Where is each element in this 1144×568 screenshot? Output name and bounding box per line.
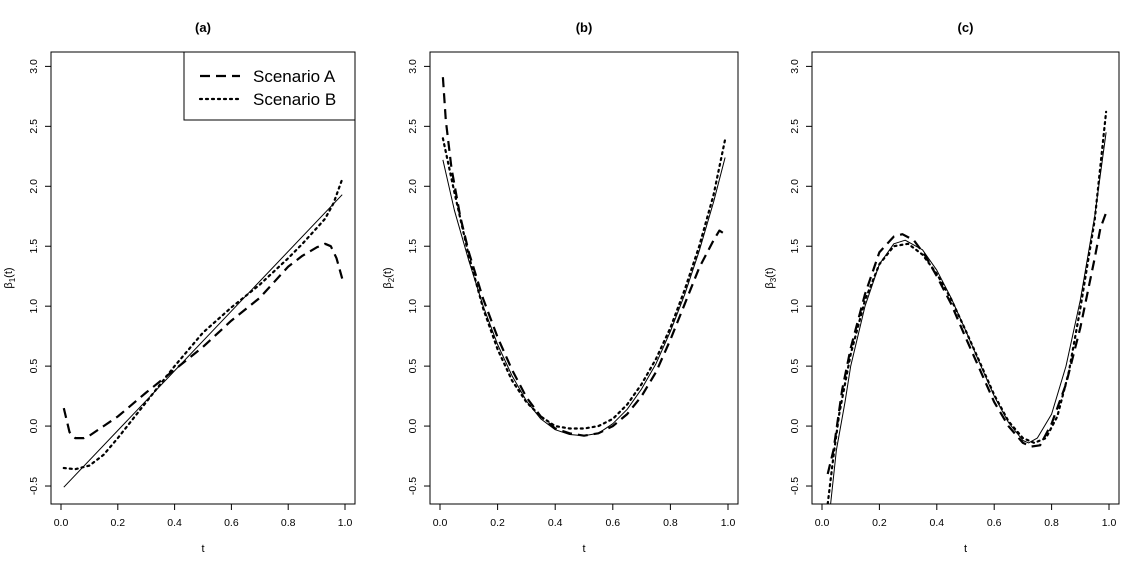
y-axis-label-subscript-b: 2	[387, 277, 396, 282]
chart-title-c: (c)	[958, 20, 974, 35]
y-axis-label-symbol-a: β	[3, 282, 15, 288]
x-tick-label-a-4: 0.8	[281, 517, 296, 529]
x-tick-label-b-5: 1.0	[721, 517, 736, 529]
legend-label-scenario-a: Scenario A	[253, 67, 336, 86]
x-tick-label-c-5: 1.0	[1102, 517, 1117, 529]
series-line-c-scenario-b	[826, 110, 1108, 504]
y-axis-label-tail-a: (t)	[3, 267, 15, 277]
y-tick-label-a-7: 3.0	[28, 59, 40, 74]
y-tick-label-a-4: 1.5	[28, 239, 40, 254]
y-axis-label-subscript-a: 1	[8, 277, 17, 282]
y-tick-label-b-4: 1.5	[407, 239, 419, 254]
plot-frame-c	[811, 51, 1120, 505]
y-tick-label-b-7: 3.0	[407, 59, 419, 74]
chart-title-a: (a)	[195, 20, 211, 35]
y-tick-label-a-2: 0.5	[28, 359, 40, 374]
y-tick-label-b-3: 1.0	[407, 299, 419, 314]
series-line-a-scenario-b	[62, 178, 344, 471]
plot-frame-b	[429, 51, 739, 505]
y-tick-label-c-6: 2.5	[789, 119, 801, 134]
series-line-b-scenario-a	[441, 77, 726, 437]
x-tick-label-c-4: 0.8	[1044, 517, 1059, 529]
legend-label-scenario-b: Scenario B	[253, 90, 336, 109]
x-tick-label-a-1: 0.2	[110, 517, 125, 529]
y-tick-label-b-0: -0.5	[407, 477, 419, 495]
x-tick-label-b-4: 0.8	[663, 517, 678, 529]
y-tick-label-a-6: 2.5	[28, 119, 40, 134]
y-tick-label-b-6: 2.5	[407, 119, 419, 134]
y-axis-label-b: β2(t)	[382, 267, 396, 288]
chart-title-b: (b)	[576, 20, 593, 35]
x-tick-label-a-2: 0.4	[167, 517, 182, 529]
series-line-a-true-function	[63, 194, 343, 488]
x-tick-label-c-0: 0.0	[815, 517, 830, 529]
x-tick-label-a-3: 0.6	[224, 517, 239, 529]
x-axis-label-b: t	[582, 543, 585, 555]
panel-b: (b) 0.0 0.2 0.4 0.6 0.8 1.0 -0.5 0.0 0.5 1.0 1.5 2.0…	[382, 20, 739, 555]
y-tick-label-c-7: 3.0	[789, 59, 801, 74]
y-axis-label-tail-b: (t)	[382, 267, 394, 277]
panel-c: (c) 0.0 0.2 0.4 0.6 0.8 1.0 -0.5 0.0 0.5 1.0 1.5 2.0…	[764, 20, 1120, 555]
x-tick-label-c-3: 0.6	[987, 517, 1002, 529]
y-axis-label-a: β1(t)	[3, 267, 17, 288]
y-tick-label-b-5: 2.0	[407, 179, 419, 194]
y-tick-label-a-3: 1.0	[28, 299, 40, 314]
legend-box	[183, 51, 356, 121]
y-tick-label-a-5: 2.0	[28, 179, 40, 194]
x-tick-label-b-0: 0.0	[433, 517, 448, 529]
y-tick-label-a-1: 0.0	[28, 419, 40, 434]
y-tick-label-c-0: -0.5	[789, 477, 801, 495]
x-tick-label-b-1: 0.2	[490, 517, 505, 529]
series-line-c-true-function	[830, 132, 1107, 504]
y-axis-label-tail-c: (t)	[764, 267, 776, 277]
y-tick-label-c-2: 0.5	[789, 359, 801, 374]
y-axis-label-symbol-c: β	[764, 282, 776, 288]
y-tick-label-c-5: 2.0	[789, 179, 801, 194]
y-axis-label-c: β3(t)	[764, 267, 778, 288]
x-tick-label-c-1: 0.2	[872, 517, 887, 529]
y-tick-label-c-3: 1.0	[789, 299, 801, 314]
y-tick-label-b-2: 0.5	[407, 359, 419, 374]
x-axis-label-c: t	[964, 543, 967, 555]
y-tick-label-b-1: 0.0	[407, 419, 419, 434]
x-tick-label-b-3: 0.6	[605, 517, 620, 529]
y-tick-label-c-1: 0.0	[789, 419, 801, 434]
y-axis-label-symbol-b: β	[382, 282, 394, 288]
x-tick-label-c-2: 0.4	[929, 517, 944, 529]
panel-a: (a) 0.0 0.2 0.4 0.6 0.8 1.0 -0.5 0.0 0.5 1.0 1.5 2.0…	[3, 20, 356, 555]
series-line-b-scenario-b	[441, 137, 727, 430]
y-tick-label-c-4: 1.5	[789, 239, 801, 254]
series-line-a-scenario-a	[62, 242, 344, 440]
y-tick-label-a-0: -0.5	[28, 477, 40, 495]
x-tick-label-a-5: 1.0	[338, 517, 353, 529]
x-tick-label-b-2: 0.4	[548, 517, 563, 529]
y-axis-label-subscript-c: 3	[769, 277, 778, 282]
x-axis-label-a: t	[201, 543, 204, 555]
x-tick-label-a-0: 0.0	[54, 517, 69, 529]
series-line-c-scenario-a	[826, 212, 1108, 475]
